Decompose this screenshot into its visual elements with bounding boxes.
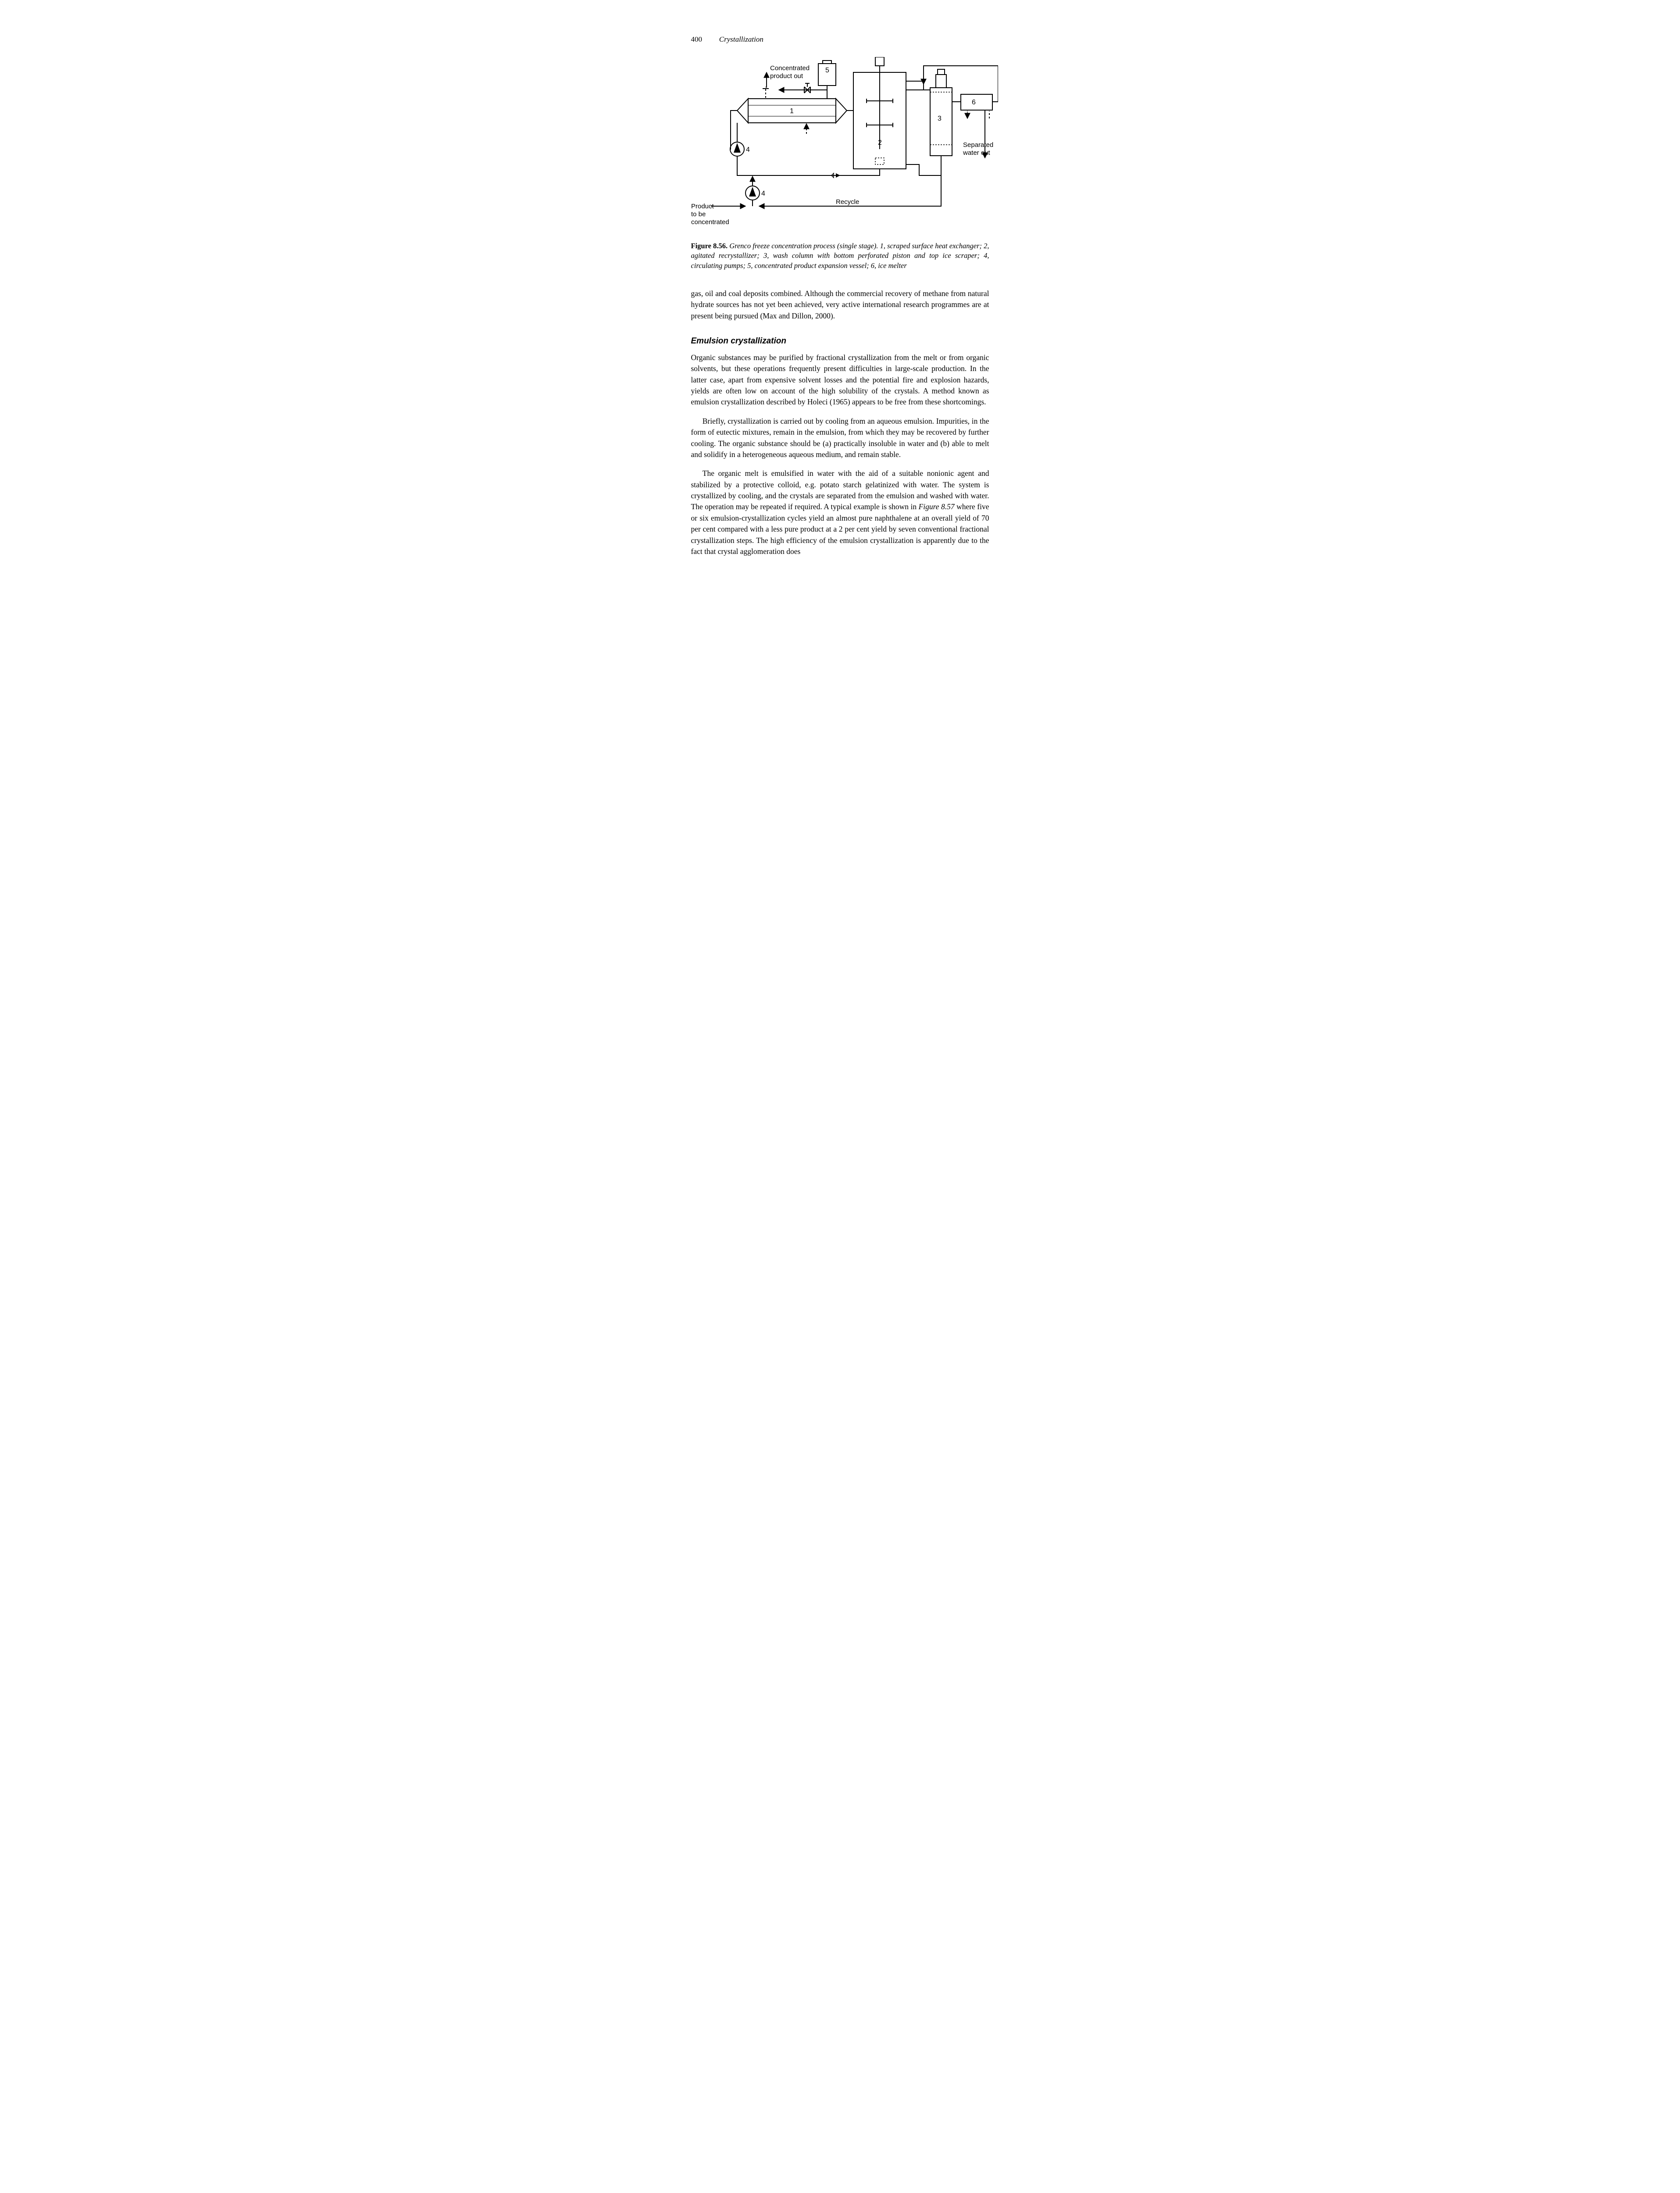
label-product-3: concentrated <box>691 218 729 226</box>
label-concentrated-1: Concentrated <box>770 64 810 72</box>
node-number-1: 1 <box>790 107 794 115</box>
node-number-6: 6 <box>972 99 976 106</box>
node-number-5: 5 <box>825 67 829 74</box>
flow-arrow-icon <box>836 173 840 178</box>
figure-caption: Figure 8.56. Grenco freeze concentration… <box>691 241 989 271</box>
node-number-2: 2 <box>878 139 882 146</box>
caption-title: Grenco freeze concentration process (sin… <box>729 242 878 250</box>
label-separated-1: Separated <box>963 141 993 149</box>
label-recycle: Recycle <box>836 198 859 206</box>
paragraph-4: The organic melt is emulsified in water … <box>691 468 989 557</box>
page: 400 Crystallization 5 Concentrated produ… <box>643 0 1038 609</box>
node-number-4a: 4 <box>746 146 750 154</box>
figure-ref-8-57: Figure 8.57 <box>919 502 955 511</box>
ice-melter-6 <box>961 94 992 110</box>
vessel-5-cap <box>823 61 831 64</box>
page-number: 400 <box>691 35 717 44</box>
label-product-1: Product <box>691 203 714 210</box>
line-2-to-3 <box>906 164 941 175</box>
paragraph-1: gas, oil and coal deposits combined. Alt… <box>691 288 989 321</box>
label-separated-2: water out <box>963 149 991 157</box>
label-concentrated-2: product out <box>770 72 803 80</box>
chapter-title: Crystallization <box>719 35 763 43</box>
pump-4-lower <box>745 186 760 200</box>
recrystallizer-2 <box>853 57 906 169</box>
caption-fignum: Figure 8.56. <box>691 242 728 250</box>
node-number-3: 3 <box>938 115 942 122</box>
pump-4-upper <box>730 142 744 156</box>
section-heading-emulsion: Emulsion crystallization <box>691 336 989 346</box>
paragraph-3: Briefly, crystallization is carried out … <box>691 416 989 461</box>
label-product-2: to be <box>691 211 706 218</box>
paragraph-2: Organic substances may be purified by fr… <box>691 352 989 408</box>
figure-diagram: 5 Concentrated product out 1 <box>691 57 989 232</box>
node-number-4b: 4 <box>761 190 765 197</box>
running-header: 400 Crystallization <box>691 35 989 44</box>
